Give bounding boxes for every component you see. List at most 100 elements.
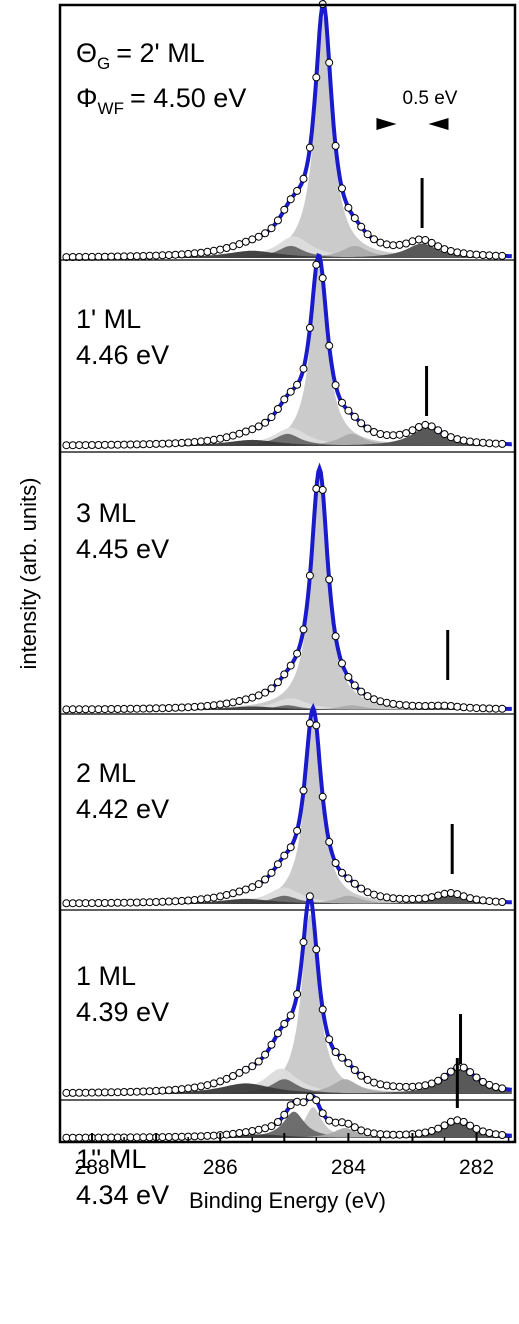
data-point	[248, 1062, 257, 1071]
component-C2	[63, 698, 512, 710]
data-point	[395, 1082, 404, 1091]
data-point	[325, 58, 334, 67]
data-point	[466, 894, 475, 903]
data-point	[498, 1084, 507, 1093]
work-function-label: ΦWF = 4.50 eV	[76, 83, 246, 118]
data-point	[280, 670, 289, 679]
data-point	[261, 875, 270, 884]
data-point	[299, 364, 308, 373]
component-S	[63, 1120, 512, 1138]
data-point	[479, 896, 487, 905]
data-point	[472, 1124, 481, 1133]
data-point	[235, 1068, 244, 1077]
component-C5	[63, 1134, 512, 1138]
data-point	[363, 1128, 372, 1137]
data-point	[222, 1074, 231, 1083]
data-point	[498, 251, 507, 260]
component-S	[63, 243, 512, 258]
data-point	[209, 701, 218, 710]
data-point	[421, 236, 430, 244]
data-point	[261, 1050, 270, 1059]
data-point	[472, 250, 481, 259]
data-point	[376, 238, 385, 247]
spectrum-panel: 2 ML 4.42 eV	[60, 702, 515, 911]
coverage-label: 1' ML	[76, 304, 141, 334]
data-point	[440, 889, 449, 898]
data-point	[472, 895, 481, 904]
component-C2	[63, 1111, 512, 1138]
data-point	[440, 1121, 449, 1130]
data-point	[280, 395, 289, 404]
data-point	[203, 247, 212, 256]
component-C4	[63, 895, 512, 904]
data-point	[325, 837, 334, 846]
data-point	[286, 1011, 295, 1020]
data-point	[305, 892, 314, 901]
spectrum-panel: ΘG = 2' ML ΦWF = 4.50 eV	[60, 0, 515, 262]
data-point	[338, 1118, 346, 1127]
data-point	[350, 1066, 359, 1074]
data-point	[267, 1122, 276, 1131]
component-C5	[63, 250, 512, 258]
data-point	[325, 575, 334, 584]
data-point	[235, 697, 244, 705]
data-point	[293, 186, 302, 195]
data-point	[446, 1117, 455, 1126]
data-point	[434, 1124, 443, 1133]
data-point	[421, 1081, 430, 1090]
data-point	[408, 237, 417, 246]
data-point	[338, 184, 346, 193]
data-point	[248, 1127, 257, 1135]
data-point	[241, 885, 250, 894]
data-point	[344, 1059, 353, 1068]
data-point	[344, 1119, 353, 1128]
data-point	[344, 203, 353, 212]
data-point	[325, 341, 334, 350]
data-point	[164, 704, 173, 712]
data-point	[357, 1071, 366, 1080]
data-point	[466, 437, 475, 446]
data-point	[203, 1081, 212, 1090]
data-point	[197, 248, 205, 257]
data-point	[434, 891, 443, 900]
data-point	[414, 1082, 423, 1091]
data-point	[248, 883, 257, 892]
data-point	[479, 1077, 487, 1086]
data-point	[312, 260, 321, 269]
coverage-label: 3 ML	[76, 498, 136, 528]
data-point	[273, 216, 282, 225]
data-point	[318, 485, 327, 494]
data-point	[203, 894, 212, 903]
data-point	[479, 1127, 487, 1136]
component-C4	[63, 705, 512, 710]
scale-bar-label: 0.5 eV	[403, 88, 458, 109]
data-point	[286, 843, 295, 852]
data-point	[305, 143, 314, 152]
data-point	[498, 704, 507, 713]
data-point	[312, 1096, 321, 1105]
coverage-label: 2 ML	[76, 758, 136, 788]
data-point	[325, 1035, 334, 1044]
work-function-label: 4.42 eV	[76, 794, 169, 824]
data-point	[350, 879, 359, 888]
data-point	[446, 247, 455, 255]
data-point	[427, 422, 436, 431]
data-point	[357, 222, 366, 231]
data-point	[459, 436, 468, 445]
data-point	[382, 893, 391, 902]
data-point	[190, 896, 199, 904]
data-point	[254, 1057, 263, 1066]
data-point	[421, 420, 430, 429]
data-point	[280, 851, 289, 860]
data-point	[370, 890, 378, 899]
data-point	[229, 889, 237, 898]
data-point	[273, 405, 282, 413]
component-S	[63, 427, 512, 446]
data-point	[273, 860, 282, 869]
data-point	[331, 859, 340, 867]
data-point	[235, 1129, 244, 1137]
data-point	[216, 892, 225, 901]
spectrum-panel: 1'' ML 4.34 eV	[62, 1058, 512, 1210]
data-point	[222, 433, 231, 442]
